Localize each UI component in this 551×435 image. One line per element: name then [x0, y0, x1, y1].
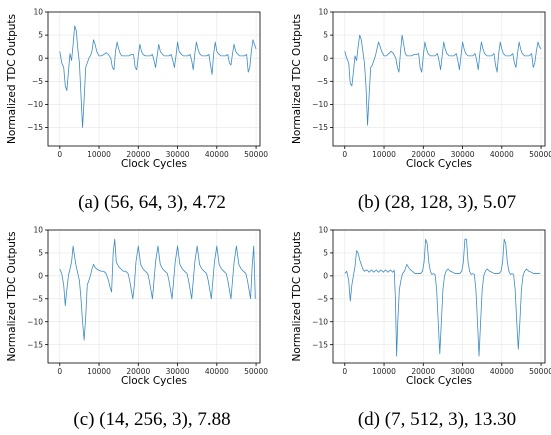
- x-axis-label: Clock Cycles: [406, 158, 472, 170]
- x-tick-label: 50000: [529, 367, 551, 376]
- series-line: [59, 25, 257, 128]
- y-tick-label: −10: [27, 100, 43, 109]
- x-tick-label: 0: [57, 150, 62, 159]
- y-tick-label: 5: [38, 31, 43, 40]
- y-tick-label: −10: [312, 100, 328, 109]
- chart-panel-0: 0 10000 20000 30000 40000 50000 10 5 0 −5 −10 −15 Cl…: [6, 8, 268, 213]
- plot-frame: [47, 11, 261, 147]
- series-line: [59, 238, 256, 341]
- y-tick-label: −15: [27, 123, 43, 132]
- subfigure-caption: (c) (14, 256, 3), 7.88: [73, 409, 230, 430]
- x-tick-label: 10000: [87, 150, 111, 159]
- y-tick-label: 0: [323, 271, 328, 280]
- y-tick-label: 0: [323, 54, 328, 63]
- x-tick-label: 10000: [87, 367, 111, 376]
- x-axis-label: Clock Cycles: [406, 375, 472, 387]
- x-tick-label: 20000: [126, 150, 150, 159]
- y-tick-label: −15: [312, 340, 328, 349]
- x-tick-label: 10000: [372, 367, 396, 376]
- y-axis-label: Normalized TDC Outputs: [291, 14, 303, 144]
- x-tick-label: 40000: [490, 150, 514, 159]
- y-tick-label: −10: [27, 317, 43, 326]
- y-tick-label: −5: [32, 294, 43, 303]
- x-tick-label: 30000: [166, 150, 190, 159]
- y-tick-label: 10: [318, 8, 328, 17]
- y-tick-label: 10: [318, 226, 328, 235]
- chart-panel-3: 0 10000 20000 30000 40000 50000 10 5 0 −5 −10 −15 Cl…: [291, 226, 551, 430]
- chart-panel-1: 0 10000 20000 30000 40000 50000 10 5 0 −5 −10 −15 Cl…: [291, 8, 551, 213]
- plot-frame: [47, 229, 261, 364]
- y-axis-label: Normalized TDC Outputs: [291, 232, 303, 362]
- y-tick-label: 0: [38, 54, 43, 63]
- plot-frame: [332, 229, 546, 364]
- x-tick-label: 40000: [490, 367, 514, 376]
- x-tick-label: 50000: [244, 367, 268, 376]
- x-tick-label: 50000: [529, 150, 551, 159]
- x-tick-label: 20000: [411, 150, 435, 159]
- x-tick-label: 40000: [205, 150, 229, 159]
- y-tick-label: −15: [27, 340, 43, 349]
- plot-frame: [332, 11, 546, 147]
- y-tick-label: 5: [323, 31, 328, 40]
- x-tick-label: 0: [342, 150, 347, 159]
- subfigure-caption: (d) (7, 512, 3), 13.30: [358, 409, 516, 430]
- subfigure-caption: (a) (56, 64, 3), 4.72: [78, 192, 226, 213]
- x-tick-label: 50000: [244, 150, 268, 159]
- y-tick-label: −10: [312, 317, 328, 326]
- x-tick-label: 30000: [451, 150, 475, 159]
- y-tick-label: −5: [32, 77, 43, 86]
- y-tick-label: 5: [323, 249, 328, 258]
- y-tick-label: 0: [38, 271, 43, 280]
- series-line: [344, 238, 541, 357]
- x-tick-label: 0: [342, 367, 347, 376]
- subfigure-caption: (b) (28, 128, 3), 5.07: [358, 192, 516, 213]
- x-tick-label: 20000: [411, 367, 435, 376]
- chart-panel-2: 0 10000 20000 30000 40000 50000 10 5 0 −5 −10 −15 Cl…: [6, 226, 268, 430]
- x-tick-label: 20000: [126, 367, 150, 376]
- x-axis-label: Clock Cycles: [121, 375, 187, 387]
- y-axis-label: Normalized TDC Outputs: [6, 232, 18, 362]
- y-tick-label: 10: [33, 226, 43, 235]
- x-tick-label: 0: [57, 367, 62, 376]
- x-tick-label: 30000: [451, 367, 475, 376]
- y-axis-label: Normalized TDC Outputs: [6, 14, 18, 144]
- y-tick-label: −15: [312, 123, 328, 132]
- x-axis-label: Clock Cycles: [121, 158, 187, 170]
- y-tick-label: 5: [38, 249, 43, 258]
- x-tick-label: 10000: [372, 150, 396, 159]
- y-tick-label: −5: [317, 77, 328, 86]
- series-line: [344, 34, 542, 126]
- x-tick-label: 40000: [205, 367, 229, 376]
- y-tick-label: −5: [317, 294, 328, 303]
- x-tick-label: 30000: [166, 367, 190, 376]
- y-tick-label: 10: [33, 8, 43, 17]
